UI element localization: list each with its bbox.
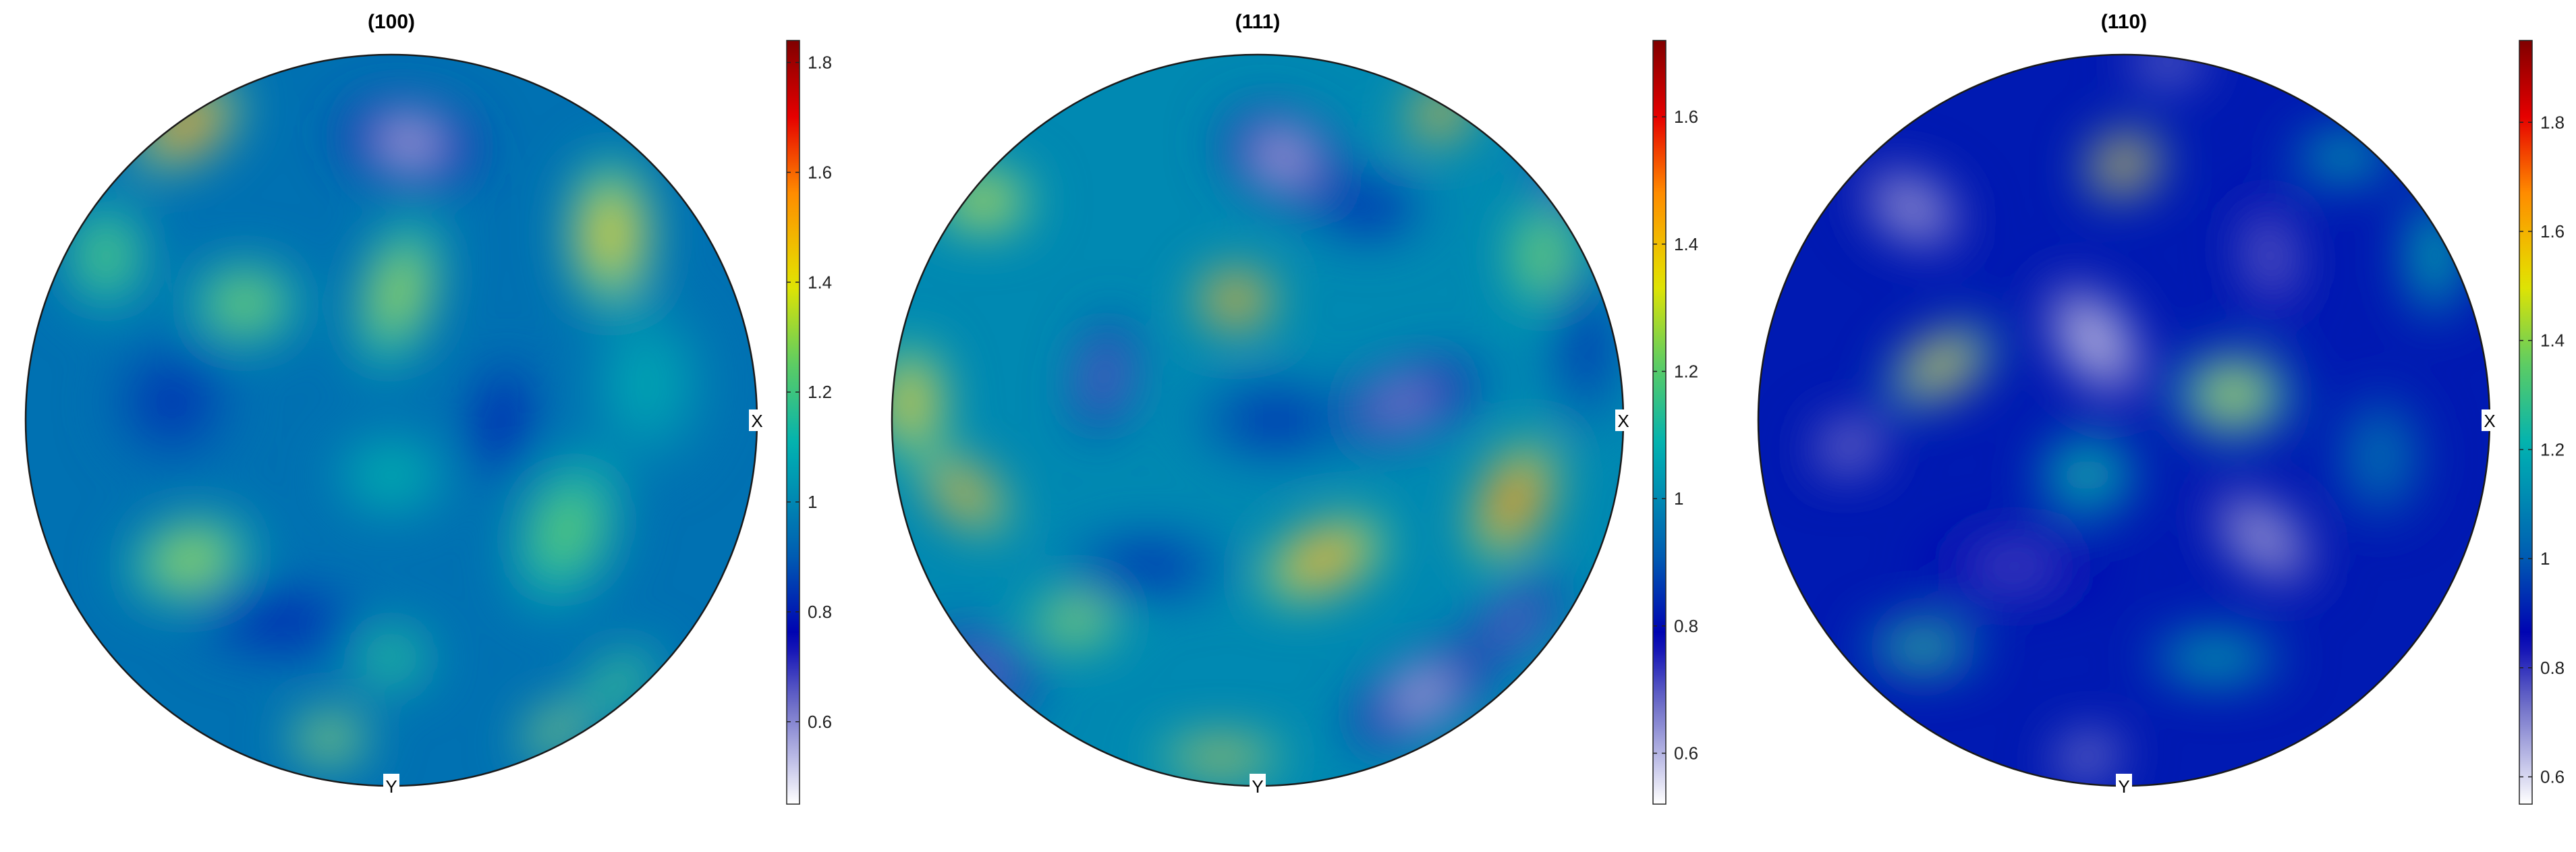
density-blob-9	[118, 511, 262, 608]
density-blob-2	[1853, 163, 1971, 254]
colorbar-1: 0.6 0.8 1 1.2 1.4 1.6 1.8	[786, 40, 832, 805]
colorbar-2: 0.6 0.8 1 1.2 1.4 1.6	[1652, 40, 1698, 805]
density-blob-10	[919, 452, 1011, 535]
density-field	[60, 76, 712, 766]
density-blob-16	[1148, 738, 1295, 775]
density-blob-7	[468, 357, 535, 484]
density-blob-4	[2236, 188, 2304, 324]
density-blob-19	[1184, 374, 1368, 466]
density-blob-17	[583, 292, 712, 476]
density-blob-8	[1469, 436, 1558, 565]
density-blob-6	[2169, 349, 2298, 441]
pole-figure-1: (100) X Y	[24, 11, 765, 797]
x-axis-label: X	[749, 409, 765, 431]
colorbar-tick-label: 1	[808, 492, 817, 512]
density-blob-11	[2047, 732, 2128, 781]
colorbar-gradient	[2519, 40, 2533, 805]
density-blob-18	[1019, 594, 1130, 649]
density-blob-11	[327, 429, 455, 521]
density-blob-5	[352, 203, 445, 382]
density-blob-17	[2334, 388, 2426, 526]
density-blob-2	[337, 100, 482, 186]
colorbar-tick-label: 1.6	[808, 162, 832, 182]
pole-figure-2: (111) X Y	[891, 11, 1631, 797]
density-blob-3	[565, 146, 656, 321]
density-blob-4	[181, 257, 310, 349]
colorbar-tick-label: 1.8	[808, 53, 832, 73]
colorbar-tick-label: 1.2	[2540, 439, 2565, 459]
colorbar-tick-label: 1.8	[2540, 112, 2565, 132]
density-blob-9	[1255, 513, 1392, 605]
density-field	[892, 82, 1623, 775]
density-blob-12	[190, 584, 373, 658]
colorbar-tick-label: 1.6	[1674, 107, 1698, 127]
svg-text:Y: Y	[2118, 776, 2129, 797]
density-blob-10	[506, 442, 627, 618]
density-blob-6	[60, 192, 152, 320]
density-blob-12	[2288, 130, 2399, 185]
pole-figure-title: (110)	[2101, 11, 2147, 33]
density-blob-11	[892, 338, 947, 466]
density-blob-3	[2038, 272, 2151, 408]
density-blob-13	[2403, 187, 2467, 324]
density-blob-1	[2084, 130, 2164, 198]
density-blob-15	[1922, 530, 2106, 603]
density-blob-8	[107, 338, 236, 466]
colorbar-tick-label: 1.4	[2540, 331, 2565, 351]
colorbar-3: 0.6 0.8 1 1.2 1.4 1.6 1.8	[2519, 40, 2565, 805]
colorbar-tick-label: 1	[2540, 548, 2550, 569]
colorbar-tick-label: 0.8	[808, 602, 832, 622]
density-blob-9	[1859, 619, 1987, 675]
density-blob-10	[2142, 630, 2289, 685]
density-blob-13	[345, 621, 437, 695]
colorbar-tick-label: 0.8	[1674, 616, 1698, 636]
density-blob-7	[2202, 482, 2324, 592]
pole-figure-title: (100)	[368, 11, 415, 33]
svg-text:X: X	[1617, 411, 1629, 431]
colorbar-tick-label: 1	[1674, 488, 1683, 509]
colorbar-tick-label: 1.4	[808, 272, 832, 292]
y-axis-label: Y	[1250, 774, 1266, 797]
density-blob-14	[1458, 572, 1569, 671]
density-blob-14	[2032, 429, 2143, 521]
density-blob-5	[1883, 322, 1999, 408]
colorbar-gradient	[786, 40, 800, 805]
y-axis-label: Y	[383, 774, 399, 797]
density-blob-16	[2122, 55, 2214, 80]
colorbar-tick-label: 0.6	[1674, 743, 1698, 764]
colorbar-tick-label: 1.2	[1674, 362, 1698, 382]
pole-figure-3: (110) X Y	[1757, 11, 2498, 797]
colorbar-tick-label: 1.6	[2540, 221, 2565, 242]
density-blob-12	[928, 164, 1038, 237]
colorbar-gradient	[1652, 40, 1667, 805]
density-blob-8	[1805, 411, 1895, 480]
colorbar-tick-label: 1.2	[808, 382, 832, 402]
y-axis-label: Y	[2116, 774, 2132, 797]
x-axis-label: X	[2482, 409, 2498, 431]
density-blob-17	[1056, 530, 1239, 603]
svg-text:Y: Y	[1252, 776, 1263, 797]
density-blob-16	[572, 642, 664, 725]
density-blob-6	[1075, 313, 1133, 440]
colorbar-tick-label: 0.6	[2540, 767, 2565, 787]
x-axis-label: X	[1615, 409, 1631, 431]
svg-text:Y: Y	[385, 776, 397, 797]
svg-text:X: X	[2484, 411, 2495, 431]
density-field	[1805, 55, 2467, 781]
density-blob-1	[1218, 106, 1349, 208]
colorbar-tick-label: 0.8	[2540, 658, 2565, 678]
density-blob-5	[1194, 267, 1277, 332]
density-blob-20	[1550, 256, 1623, 439]
density-blob-14	[283, 710, 375, 766]
density-blob-21	[1303, 171, 1432, 245]
colorbar-tick-label: 1.4	[1674, 234, 1698, 254]
colorbar-tick-label: 0.6	[808, 712, 832, 732]
svg-text:X: X	[751, 411, 762, 431]
pole-figure-title: (111)	[1235, 11, 1281, 33]
